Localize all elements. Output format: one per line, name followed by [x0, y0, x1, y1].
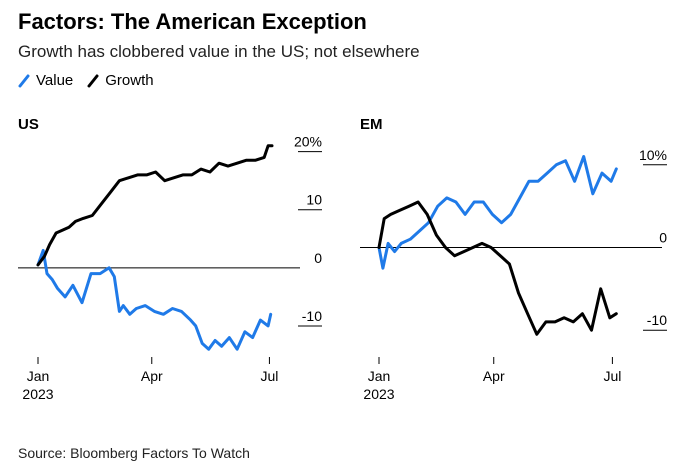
- legend-swatch-value-icon: [18, 74, 30, 87]
- x-tick-label: Apr: [483, 368, 505, 384]
- x-tick-label: Jul: [260, 368, 278, 384]
- y-tick-label: 20%: [294, 134, 322, 150]
- chart-subtitle: Growth has clobbered value in the US; no…: [18, 42, 420, 61]
- y-tick-label: 0: [659, 230, 667, 246]
- x-tick-label: Jan: [368, 368, 391, 384]
- em-panel: 10% 0 -10 Jan Apr Jul 2023: [360, 147, 667, 402]
- legend-label-value: Value: [36, 72, 74, 89]
- legend-item-growth: Growth: [87, 72, 154, 89]
- source-note: Source: Bloomberg Factors To Watch: [18, 445, 250, 461]
- y-tick-label: 10: [306, 192, 322, 208]
- legend-item-value: Value: [18, 72, 73, 89]
- x-tick-label: Jul: [603, 368, 621, 384]
- y-tick-label: -10: [302, 308, 322, 324]
- x-year-label: 2023: [363, 386, 394, 402]
- x-tick-label: Jan: [27, 368, 50, 384]
- panel-title-em: EM: [360, 116, 383, 133]
- series-line-growth: [377, 200, 618, 336]
- x-tick-label: Apr: [141, 368, 163, 384]
- x-year-label: 2023: [22, 386, 53, 402]
- series-line-value: [377, 155, 618, 270]
- chart-title: Factors: The American Exception: [18, 9, 367, 34]
- series-line-value: [36, 248, 273, 351]
- legend-label-growth: Growth: [105, 72, 154, 89]
- us-panel: 20% 10 0 -10 Jan Apr Jul 2023: [18, 134, 322, 402]
- legend: Value Growth: [18, 72, 168, 89]
- y-tick-label: -10: [647, 312, 667, 328]
- y-tick-label: 0: [314, 250, 322, 266]
- legend-swatch-growth-icon: [87, 74, 99, 87]
- y-tick-label: 10%: [639, 147, 667, 163]
- panel-title-us: US: [18, 116, 39, 133]
- series-line-growth: [36, 144, 274, 267]
